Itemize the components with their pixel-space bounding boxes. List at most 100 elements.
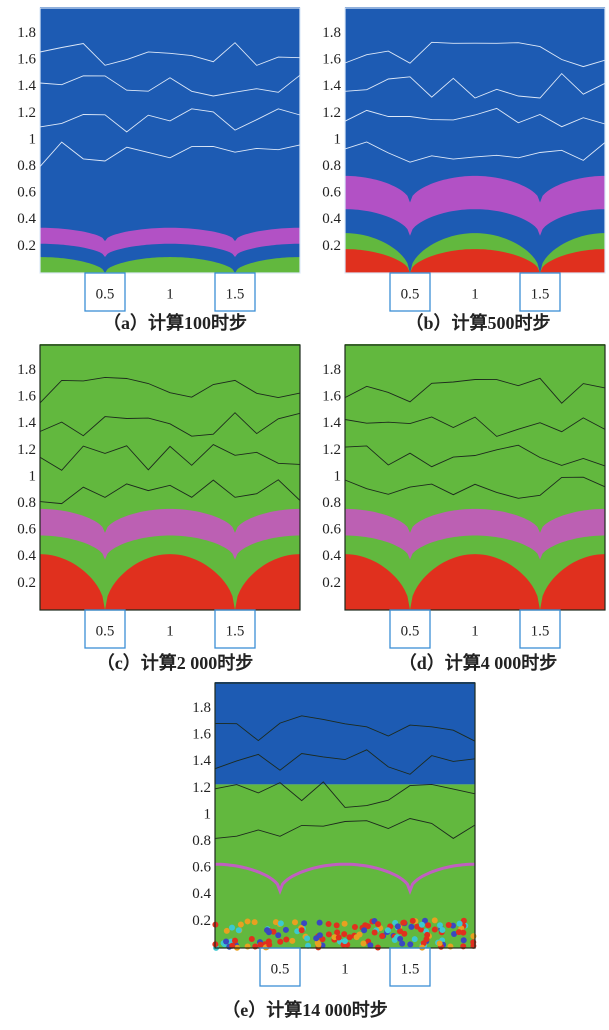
particle <box>401 919 408 926</box>
x-label-box <box>259 947 301 987</box>
plot-border <box>39 7 301 274</box>
particle <box>418 921 425 928</box>
arch-line <box>215 862 475 895</box>
y-tick-label: 1.4 <box>192 753 211 769</box>
y-tick-label: 1.4 <box>322 415 341 431</box>
particle <box>362 922 369 929</box>
y-tick-label: 0.8 <box>322 158 341 174</box>
y-tick-label: 0.4 <box>322 211 341 227</box>
particle <box>455 929 462 936</box>
particle <box>361 927 368 934</box>
particle <box>282 926 289 933</box>
particle <box>305 942 312 949</box>
caption: （a）计算100时步 <box>103 312 247 333</box>
y-tick-label: 0.4 <box>322 548 341 564</box>
y-tick-label: 0.4 <box>17 211 36 227</box>
particle <box>431 926 438 933</box>
y-tick-label: 0.6 <box>192 860 211 876</box>
contour-line <box>39 42 301 66</box>
y-tick-label: 0.8 <box>17 495 36 511</box>
particle <box>223 927 230 934</box>
plot-border <box>344 344 606 611</box>
y-tick-label: 1.6 <box>17 52 36 68</box>
particle <box>277 938 284 945</box>
particle <box>315 941 322 948</box>
contour-line <box>39 479 301 505</box>
plot-border <box>214 682 476 949</box>
particle <box>237 921 244 928</box>
x-label-box <box>389 609 431 649</box>
y-tick-label: 1.4 <box>322 78 341 94</box>
contour-line <box>39 74 301 97</box>
y-tick-label: 0.6 <box>17 522 36 538</box>
panel: 1.8 1.6 1.4 1.2 1 0.8 0.6 0.4 0.2 0.5 1 1.5 （e）计算14 … <box>192 682 477 1020</box>
x-tick-label: 0.5 <box>96 286 115 302</box>
y-tick-label: 0.2 <box>17 238 36 254</box>
y-tick-label: 0.6 <box>322 522 341 538</box>
particle <box>437 922 444 929</box>
particle <box>341 938 348 945</box>
particle <box>408 923 415 930</box>
y-tick-label: 1.6 <box>322 52 341 68</box>
particle <box>409 917 416 924</box>
x-tick-label: 1 <box>341 961 349 977</box>
particle <box>335 934 342 941</box>
x-tick-label: 1 <box>166 286 174 302</box>
y-tick-label: 1.2 <box>17 105 36 121</box>
y-tick-label: 1.2 <box>192 780 211 796</box>
particle <box>223 938 230 945</box>
particle <box>367 942 374 949</box>
y-tick-label: 1.8 <box>17 362 36 378</box>
contour-line <box>214 818 476 839</box>
particle <box>451 930 458 937</box>
particle <box>421 917 428 924</box>
particle <box>394 923 401 930</box>
caption: （e）计算14 000时步 <box>222 999 388 1020</box>
contour-line <box>344 377 606 404</box>
particle <box>252 943 259 950</box>
caption: （d）计算4 000时步 <box>399 652 558 673</box>
particle <box>460 917 467 924</box>
x-tick-label: 0.5 <box>401 286 420 302</box>
y-tick-label: 1.4 <box>17 78 36 94</box>
particle <box>334 929 341 936</box>
particle <box>270 928 277 935</box>
y-tick-label: 1.8 <box>192 700 211 716</box>
particle <box>353 934 360 941</box>
y-tick-label: 1 <box>204 806 212 822</box>
particle <box>294 928 301 935</box>
particle <box>371 929 378 936</box>
panel: 1.8 1.6 1.4 1.2 1 0.8 0.6 0.4 0.2 0.5 1 1.5 （c）计算2 0… <box>17 344 301 673</box>
y-tick-label: 0.8 <box>322 495 341 511</box>
particle <box>298 927 305 934</box>
x-tick-label: 0.5 <box>401 623 420 639</box>
x-label-box <box>214 609 256 649</box>
particle-dome <box>345 554 605 610</box>
y-tick-label: 1.8 <box>322 25 341 41</box>
y-tick-label: 1.2 <box>17 442 36 458</box>
particle <box>411 936 418 943</box>
particle <box>341 931 348 938</box>
particle-region <box>215 784 475 948</box>
y-tick-label: 1.6 <box>192 727 211 743</box>
y-tick-label: 1.4 <box>17 415 36 431</box>
particle <box>235 927 242 934</box>
arch-band <box>345 175 605 236</box>
particle <box>379 933 386 940</box>
panel: 1.8 1.6 1.4 1.2 1 0.8 0.6 0.4 0.2 0.5 1 1.5 （d）计算4 0… <box>322 344 606 673</box>
panel: 1.8 1.6 1.4 1.2 1 0.8 0.6 0.4 0.2 0.5 1 1.5 （b）计算500… <box>322 7 606 333</box>
y-tick-label: 0.6 <box>17 185 36 201</box>
contour-line <box>214 781 476 808</box>
panel: 1.8 1.6 1.4 1.2 1 0.8 0.6 0.4 0.2 0.5 1 1.5 （a）计算100… <box>17 7 301 333</box>
y-tick-label: 1 <box>29 131 37 147</box>
contour-line <box>344 476 606 499</box>
x-tick-label: 1.5 <box>401 961 420 977</box>
y-tick-label: 0.8 <box>17 158 36 174</box>
contour-line <box>39 108 301 133</box>
particle <box>277 920 284 927</box>
y-tick-label: 1 <box>29 468 37 484</box>
y-tick-label: 0.4 <box>17 548 36 564</box>
plot-border <box>344 7 606 274</box>
particle <box>425 922 432 929</box>
